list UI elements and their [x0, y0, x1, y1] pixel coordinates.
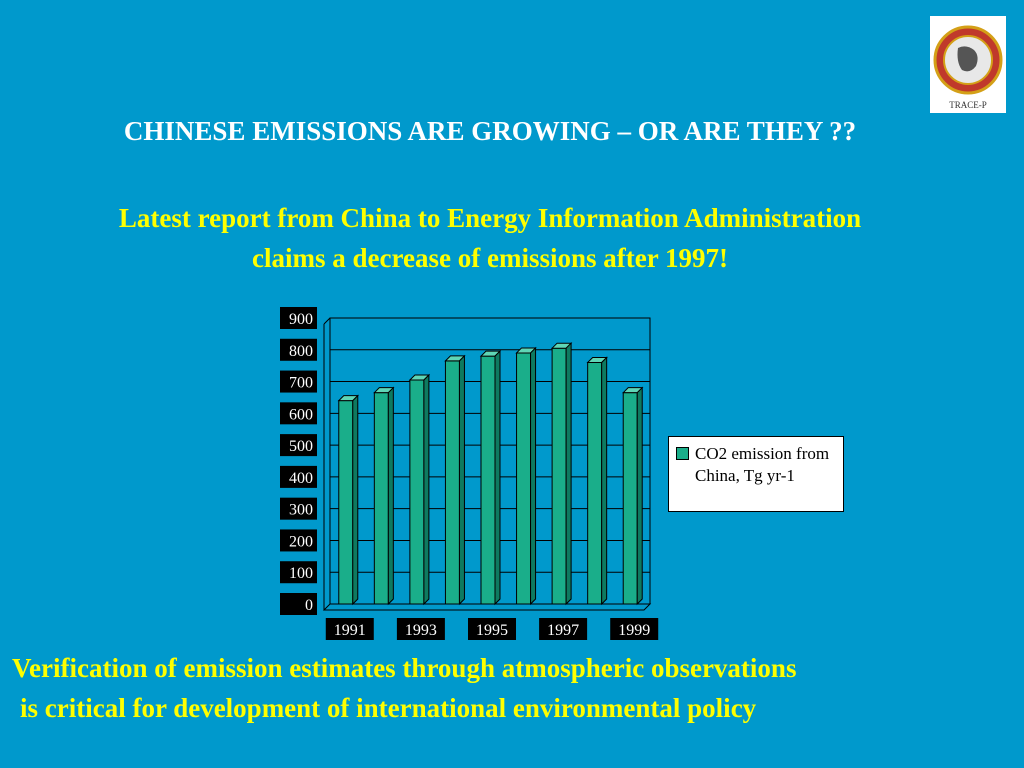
bar-1991	[338, 400, 354, 605]
bar-side-1993	[423, 373, 430, 606]
x-tick-box	[610, 618, 659, 640]
slide-heading: CHINESE EMISSIONS ARE GROWING – OR ARE T…	[123, 116, 857, 146]
bar-1993	[409, 379, 425, 605]
bar-side-1995	[494, 349, 501, 606]
bar-1998	[587, 361, 603, 605]
bar-side-1998	[601, 356, 608, 606]
chart-legend: CO2 emission from China, Tg yr-1	[668, 436, 844, 512]
bar-1997	[551, 347, 567, 605]
y-tick-label: 100	[289, 565, 313, 582]
y-tick-label: 200	[289, 533, 313, 550]
y-tick-box	[280, 497, 317, 520]
y-tick-box	[280, 529, 317, 552]
chart-x-axis-ticks: 1991 1993 1995 1997 1999	[325, 618, 659, 640]
chart-y-axis-ticks: 0 100 200 300 400 500 600 700 800 900	[280, 307, 317, 615]
x-tick-label: 1999	[618, 622, 650, 639]
y-tick-label: 800	[289, 343, 313, 360]
bar-side-1992	[387, 386, 394, 606]
y-tick-label: 500	[289, 438, 313, 455]
bar-1999	[622, 392, 638, 605]
footer-line-1: Verification of emission estimates throu…	[12, 653, 797, 683]
x-tick-box	[468, 618, 516, 640]
legend-label: CO2 emission from China, Tg yr-1	[695, 444, 830, 485]
subheading-line-2: claims a decrease of emissions after 199…	[252, 243, 728, 273]
y-tick-box	[280, 593, 317, 615]
y-tick-box	[280, 465, 317, 488]
y-tick-box	[280, 338, 317, 361]
y-tick-label: 600	[289, 406, 313, 423]
x-tick-label: 1995	[476, 622, 508, 639]
trace-p-logo: TRACE-P	[930, 16, 1006, 113]
slide-subheading: Latest report from China to Energy Infor…	[0, 198, 980, 278]
y-tick-box	[280, 370, 317, 393]
y-tick-label: 300	[289, 502, 313, 519]
bar-side-1997	[565, 341, 572, 606]
y-tick-label: 900	[289, 311, 313, 328]
legend-swatch	[676, 447, 689, 460]
bar-side-1999	[636, 386, 643, 606]
bar-side-1996	[530, 346, 537, 606]
x-tick-label: 1991	[334, 622, 366, 639]
x-tick-box	[325, 618, 374, 640]
bar-side-1994	[458, 354, 465, 606]
y-tick-label: 400	[289, 470, 313, 487]
plot-floor	[322, 317, 652, 611]
bar-1994	[444, 360, 460, 605]
y-tick-box	[280, 561, 317, 584]
bar-1992	[373, 392, 389, 605]
y-tick-label: 0	[305, 597, 313, 614]
chart-bars	[337, 341, 644, 606]
x-tick-box	[396, 618, 445, 640]
bar-1995	[480, 355, 496, 605]
x-tick-label: 1997	[547, 622, 579, 639]
y-tick-box	[280, 434, 317, 457]
subheading-line-1: Latest report from China to Energy Infor…	[118, 203, 862, 233]
bar-1996	[516, 352, 532, 605]
y-tick-label: 700	[289, 375, 313, 392]
y-tick-box	[280, 307, 317, 329]
footer-line-2: is critical for development of internati…	[20, 693, 757, 723]
logo-text: TRACE-P	[949, 100, 987, 110]
x-tick-box	[539, 618, 588, 640]
y-tick-box	[280, 402, 317, 425]
x-tick-label: 1993	[405, 622, 437, 639]
bar-side-1991	[352, 394, 359, 606]
